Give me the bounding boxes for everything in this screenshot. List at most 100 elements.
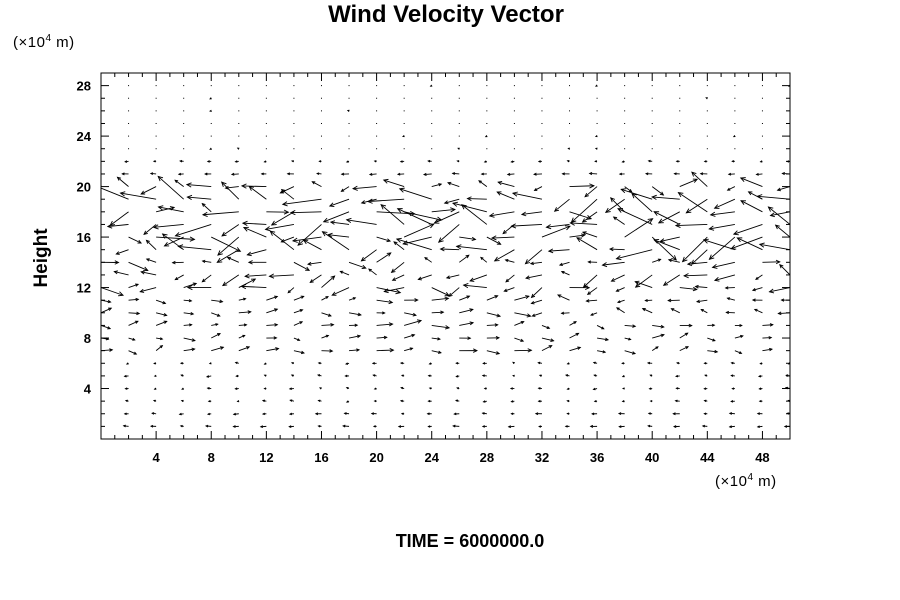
wind-vector [143, 224, 157, 236]
wind-vector [380, 204, 405, 225]
wind-vector [448, 287, 460, 297]
wind-vector [403, 148, 405, 150]
x-tick-label: 4 [153, 450, 161, 465]
y-unit-label: (×104 m) [13, 33, 75, 51]
wind-vector [560, 311, 570, 315]
wind-vector [238, 297, 247, 301]
wind-vector [675, 387, 680, 390]
wind-vector [431, 337, 441, 341]
wind-vector [615, 249, 653, 261]
wind-vector [366, 198, 405, 204]
wind-vector [582, 274, 598, 288]
wind-vector [345, 160, 350, 163]
wind-vector [101, 249, 102, 250]
wind-vector [238, 122, 240, 124]
y-tick-label: 12 [77, 281, 91, 296]
wind-vector [569, 97, 571, 99]
wind-vector [541, 85, 543, 87]
wind-vector [404, 298, 419, 303]
wind-vector [101, 287, 125, 297]
wind-vector [328, 198, 350, 208]
wind-vector [558, 261, 570, 267]
wind-vector [155, 320, 168, 326]
wind-vector [787, 362, 790, 365]
wind-vector [265, 135, 267, 137]
wind-vector [758, 399, 763, 403]
wind-vector [248, 185, 267, 200]
wind-vector [569, 233, 586, 238]
y-tick-label: 16 [77, 230, 91, 245]
y-tick-label: 8 [84, 331, 91, 346]
wind-vector [397, 425, 405, 428]
wind-vector [293, 135, 295, 137]
wind-vector [466, 196, 487, 201]
wind-vector [679, 97, 681, 99]
wind-vector [177, 172, 184, 176]
wind-vector [615, 287, 625, 292]
wind-vector [427, 399, 432, 403]
wind-vector [706, 135, 708, 137]
wind-vector [647, 159, 653, 163]
wind-vector [592, 387, 598, 391]
wind-vector [482, 362, 487, 365]
wind-vector [177, 244, 212, 251]
wind-vector [624, 122, 626, 124]
wind-vector [155, 85, 157, 87]
wind-vector [201, 211, 239, 217]
wind-vector [234, 361, 239, 365]
wind-vector [183, 323, 193, 327]
wind-vector [581, 211, 598, 223]
wind-vector [651, 85, 653, 87]
wind-vector [458, 110, 460, 112]
wind-vector [101, 185, 129, 200]
wind-vector [459, 348, 478, 353]
wind-vector [371, 362, 377, 365]
wind-vector [368, 268, 377, 276]
wind-vector [541, 122, 543, 124]
wind-vector [316, 172, 322, 175]
wind-vector [462, 283, 487, 289]
wind-vector [503, 287, 515, 292]
wind-vector [286, 172, 294, 176]
wind-vector [685, 198, 708, 214]
wind-vector [235, 374, 239, 378]
x-tick-label: 20 [369, 450, 383, 465]
wind-vector [706, 110, 708, 112]
wind-vector [703, 160, 708, 163]
wind-vector [789, 110, 790, 112]
wind-vector [376, 299, 394, 305]
wind-vector [155, 344, 164, 352]
wind-vector [730, 400, 735, 403]
wind-vector [206, 160, 212, 163]
wind-vector [174, 274, 184, 281]
wind-vector [513, 110, 515, 112]
wind-vector [266, 295, 279, 301]
wind-vector [101, 307, 113, 314]
wind-vector [124, 399, 129, 403]
wind-vector [601, 261, 625, 268]
wind-vector [317, 374, 322, 377]
wind-vector [657, 211, 680, 224]
wind-vector [404, 347, 414, 352]
wind-vector [459, 308, 474, 314]
wind-vector [596, 122, 598, 124]
wind-vector [234, 160, 239, 163]
wind-vector [520, 211, 543, 217]
wind-vector [157, 205, 184, 213]
wind-vector [596, 325, 605, 330]
wind-vector [740, 200, 763, 213]
wind-vector [596, 97, 598, 99]
wind-vector [507, 425, 515, 429]
wind-vector [662, 274, 681, 286]
wind-vector [615, 307, 625, 314]
wind-vector [624, 148, 626, 150]
wind-vector [345, 217, 377, 225]
wind-vector [732, 135, 736, 138]
wind-vector [709, 211, 735, 217]
wind-vector [238, 135, 240, 137]
wind-vector [533, 186, 543, 191]
wind-vector [617, 208, 653, 225]
wind-vector [393, 241, 405, 251]
wind-vector [674, 399, 680, 403]
wind-vector [451, 172, 460, 176]
